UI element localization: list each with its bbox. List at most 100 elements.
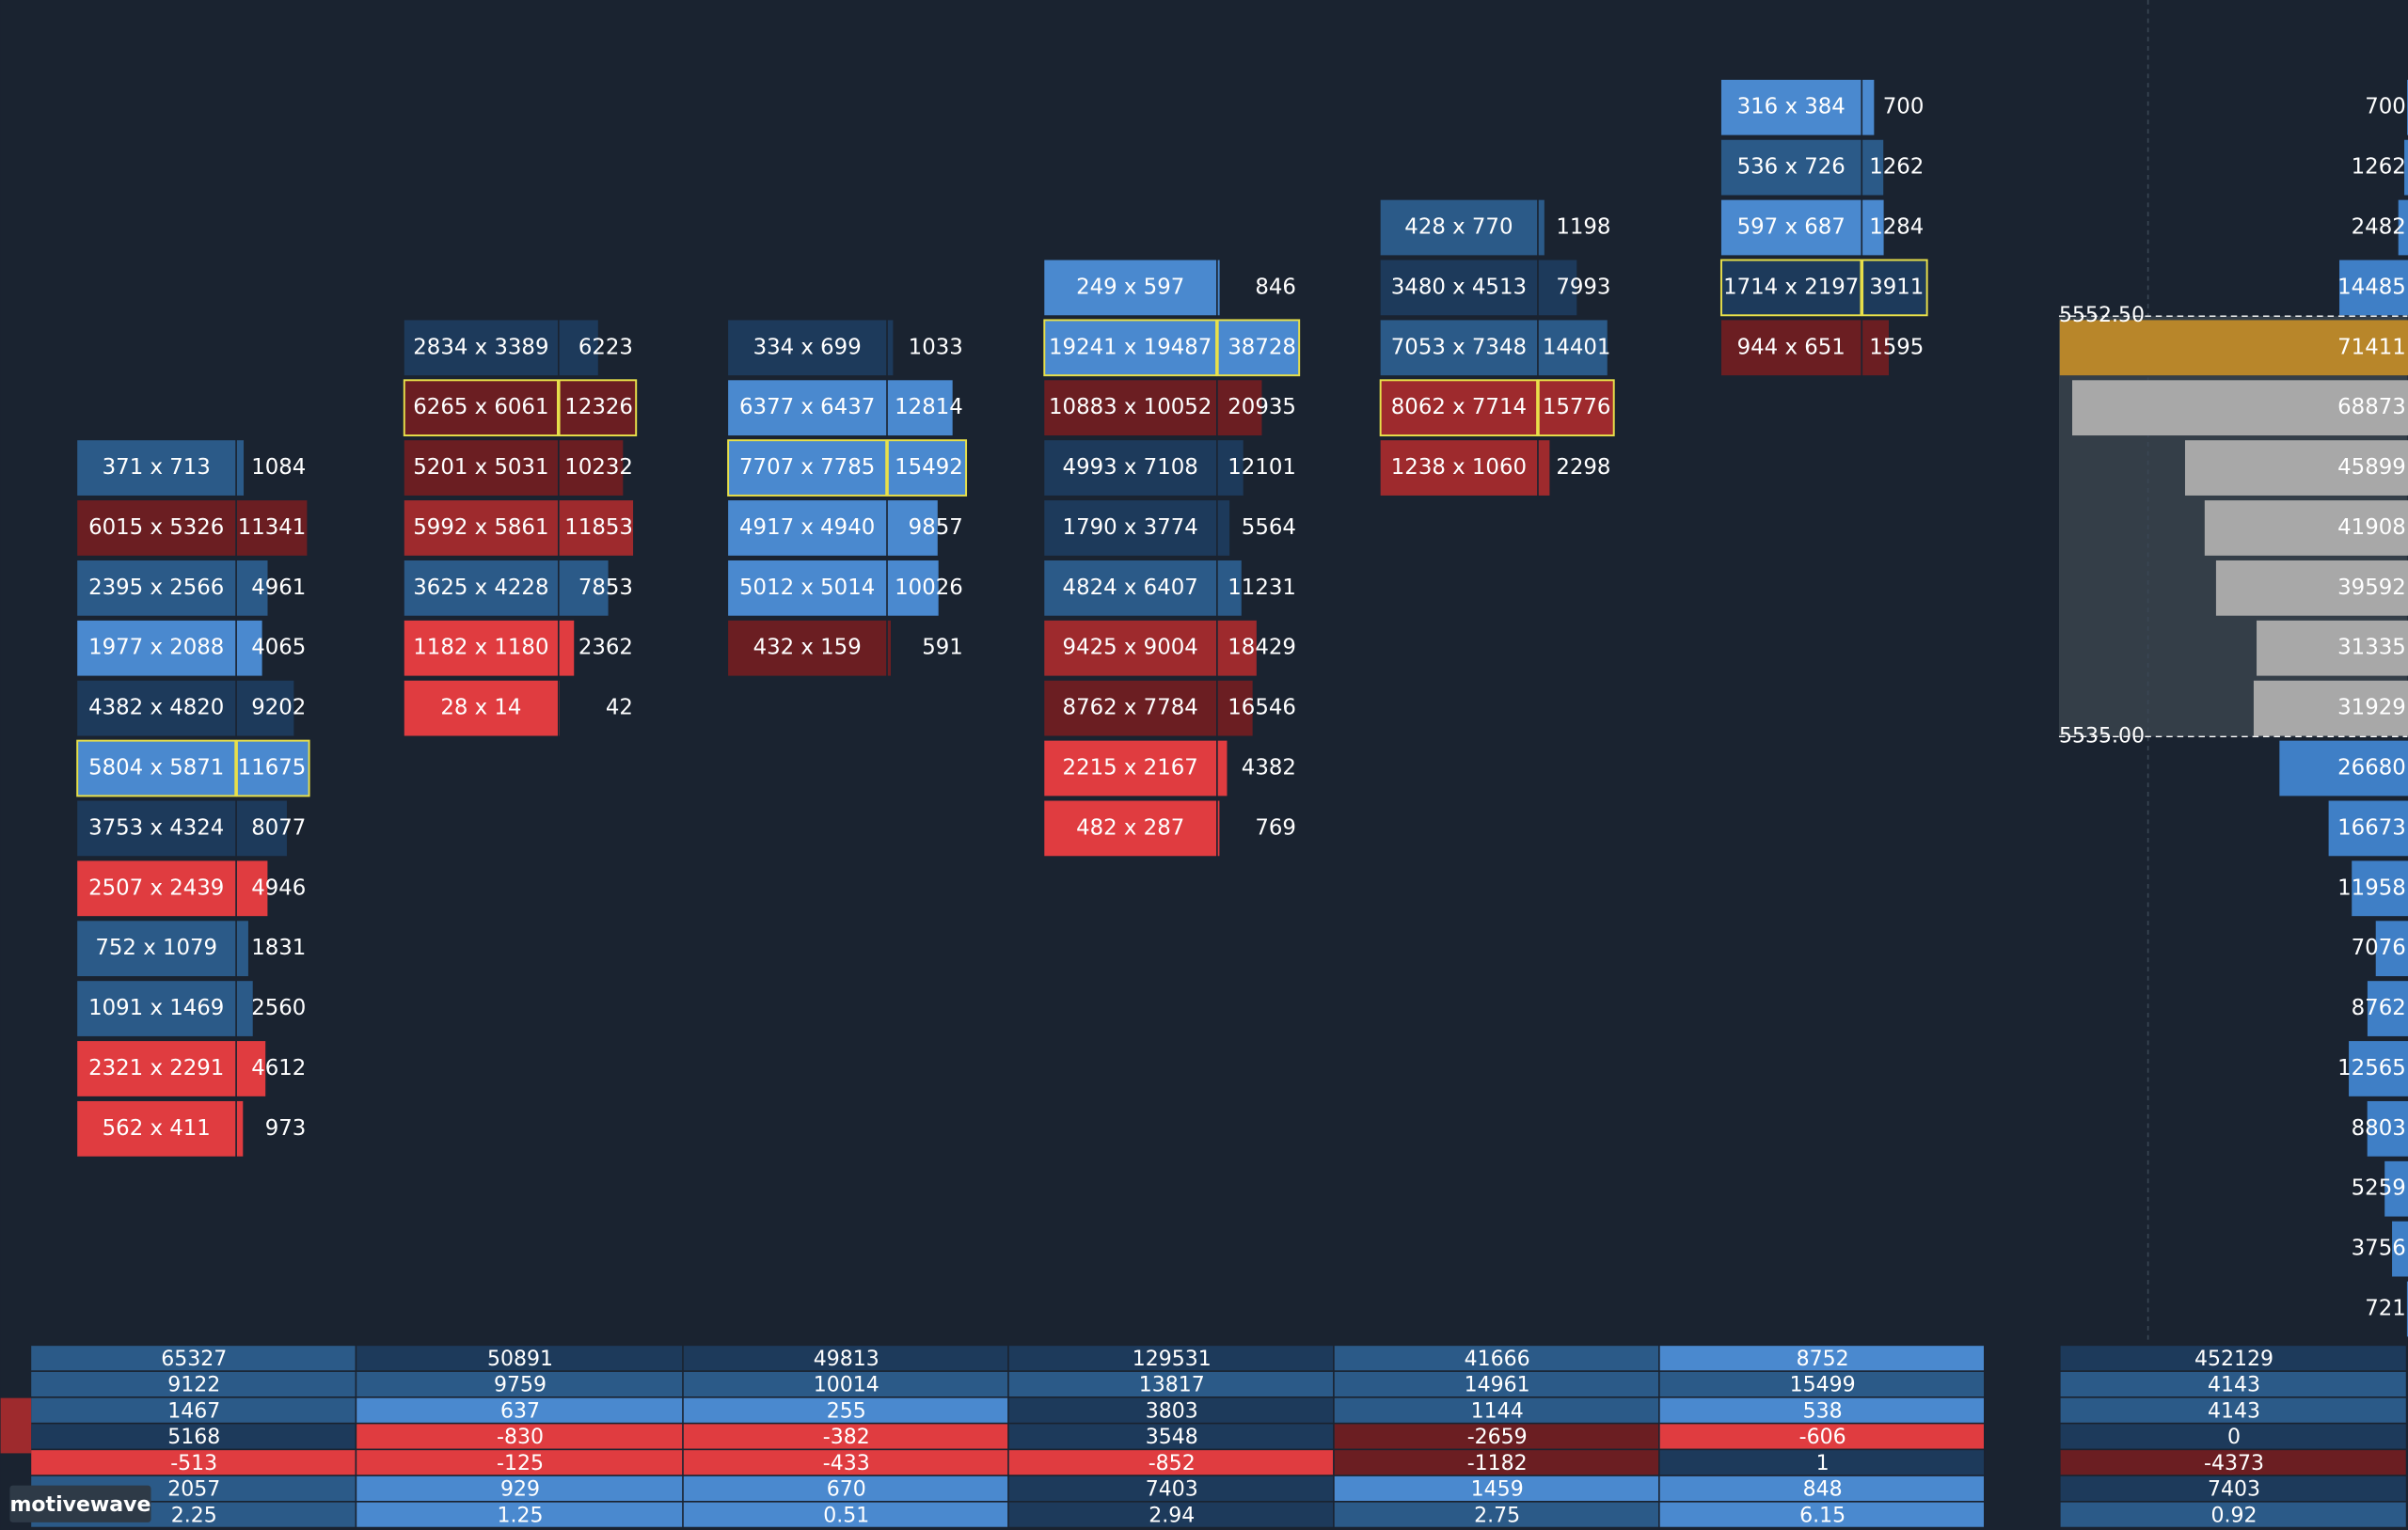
cell-label: 5992 x 5861 — [413, 515, 548, 540]
summary-cell — [683, 1475, 1008, 1501]
total-label: 10026 — [895, 576, 963, 600]
profile-bar — [2392, 1221, 2408, 1277]
total-bar — [1862, 79, 1875, 135]
summary-value: 255 — [827, 1399, 866, 1423]
summary-cell — [356, 1371, 683, 1397]
summary-cell — [2060, 1346, 2406, 1371]
summary-value: 452129 — [2194, 1348, 2273, 1371]
cell — [76, 739, 237, 797]
cell — [728, 560, 887, 616]
cell-label: 28 x 14 — [440, 696, 521, 720]
profile-label: 31335 — [2337, 636, 2406, 660]
summary-cell — [683, 1397, 1008, 1423]
profile-bar — [2367, 981, 2408, 1036]
cell — [77, 440, 236, 496]
total-bar — [887, 560, 939, 616]
cell — [1044, 680, 1217, 736]
summary-cell — [31, 1346, 356, 1371]
summary-value: 929 — [500, 1478, 540, 1502]
total-bar — [1217, 380, 1262, 436]
total-bar — [236, 440, 245, 496]
total-label: 12814 — [895, 395, 963, 419]
summary-cell — [1008, 1450, 1334, 1475]
summary-value: 1 — [1816, 1452, 1830, 1475]
summary-value: 15499 — [1790, 1374, 1856, 1397]
summary-value: 0.51 — [823, 1504, 869, 1527]
summary-value: 7403 — [1146, 1478, 1198, 1502]
summary-cell — [1659, 1346, 1985, 1371]
watermark: motivewave — [9, 1493, 150, 1517]
summary-value: 4143 — [2208, 1399, 2260, 1423]
total-bar — [1216, 319, 1301, 377]
cell — [728, 620, 887, 676]
summary-value: 10014 — [814, 1374, 879, 1397]
total-label: 1262 — [1869, 155, 1924, 180]
cell — [77, 981, 236, 1036]
cell — [1044, 560, 1217, 616]
profile-bar — [2352, 860, 2408, 917]
summary-cell — [2060, 1450, 2406, 1475]
summary-cell — [31, 1397, 356, 1423]
profile-label: 68873 — [2337, 395, 2406, 419]
cell — [1044, 380, 1217, 436]
total-bar — [559, 620, 575, 676]
profile-label: 45899 — [2337, 455, 2406, 480]
cell-label: 4993 x 7108 — [1063, 455, 1198, 480]
total-label: 11341 — [238, 515, 307, 540]
total-bar — [236, 921, 248, 977]
total-label: 5564 — [1242, 515, 1296, 540]
summary-value: 8752 — [1797, 1348, 1849, 1371]
summary-value: 9759 — [494, 1374, 547, 1397]
summary-cell — [1334, 1475, 1659, 1501]
cell-label: 2215 x 2167 — [1063, 756, 1198, 781]
summary-cell — [1008, 1475, 1334, 1501]
profile-label: 39592 — [2337, 576, 2406, 600]
profile-label: 26680 — [2337, 756, 2406, 781]
summary-cell — [683, 1424, 1008, 1449]
total-label: 10232 — [564, 455, 633, 480]
cell — [404, 560, 558, 616]
total-bar — [559, 500, 634, 556]
cell — [1044, 440, 1217, 496]
summary-cell — [356, 1424, 683, 1449]
cell — [728, 380, 887, 436]
total-bar — [236, 500, 308, 556]
summary-cell — [1659, 1371, 1985, 1397]
total-bar — [236, 981, 253, 1036]
summary-value: -2659 — [1467, 1426, 1528, 1449]
summary-value: 1459 — [1471, 1478, 1524, 1502]
summary-value: -606 — [1799, 1426, 1846, 1449]
total-label: 1284 — [1869, 215, 1924, 240]
total-label: 1831 — [251, 936, 306, 960]
total-label: 9857 — [909, 515, 963, 540]
cell — [77, 680, 236, 736]
profile-label: 12565 — [2337, 1056, 2406, 1080]
summary-cell — [1334, 1424, 1659, 1449]
profile-bar — [2204, 500, 2408, 556]
summary-cell — [356, 1450, 683, 1475]
cell-label: 4917 x 4940 — [739, 515, 875, 540]
total-bar — [1862, 199, 1884, 256]
summary-value: 1144 — [1471, 1399, 1524, 1423]
summary-value: 2.75 — [1474, 1504, 1520, 1527]
total-bar — [1217, 680, 1253, 736]
cell-label: 5012 x 5014 — [739, 576, 875, 600]
profile-label: 14485 — [2337, 275, 2406, 299]
summary-cell — [356, 1346, 683, 1371]
summary-cell — [31, 1450, 356, 1475]
total-bar — [1217, 260, 1220, 316]
cell-label: 8062 x 7714 — [1391, 395, 1527, 419]
summary-cell — [1659, 1424, 1985, 1449]
total-bar — [1217, 560, 1242, 616]
profile-label: 3756 — [2352, 1237, 2406, 1261]
summary-cell — [683, 1450, 1008, 1475]
summary-cell — [31, 1424, 356, 1449]
cell — [1720, 320, 1861, 376]
total-label: 11675 — [238, 756, 307, 781]
cell-label: 334 x 699 — [753, 335, 862, 359]
profile-bar — [2404, 139, 2408, 196]
total-label: 4961 — [251, 576, 306, 600]
cell — [403, 379, 559, 437]
summary-value: -382 — [823, 1426, 870, 1449]
cell — [1380, 320, 1538, 376]
